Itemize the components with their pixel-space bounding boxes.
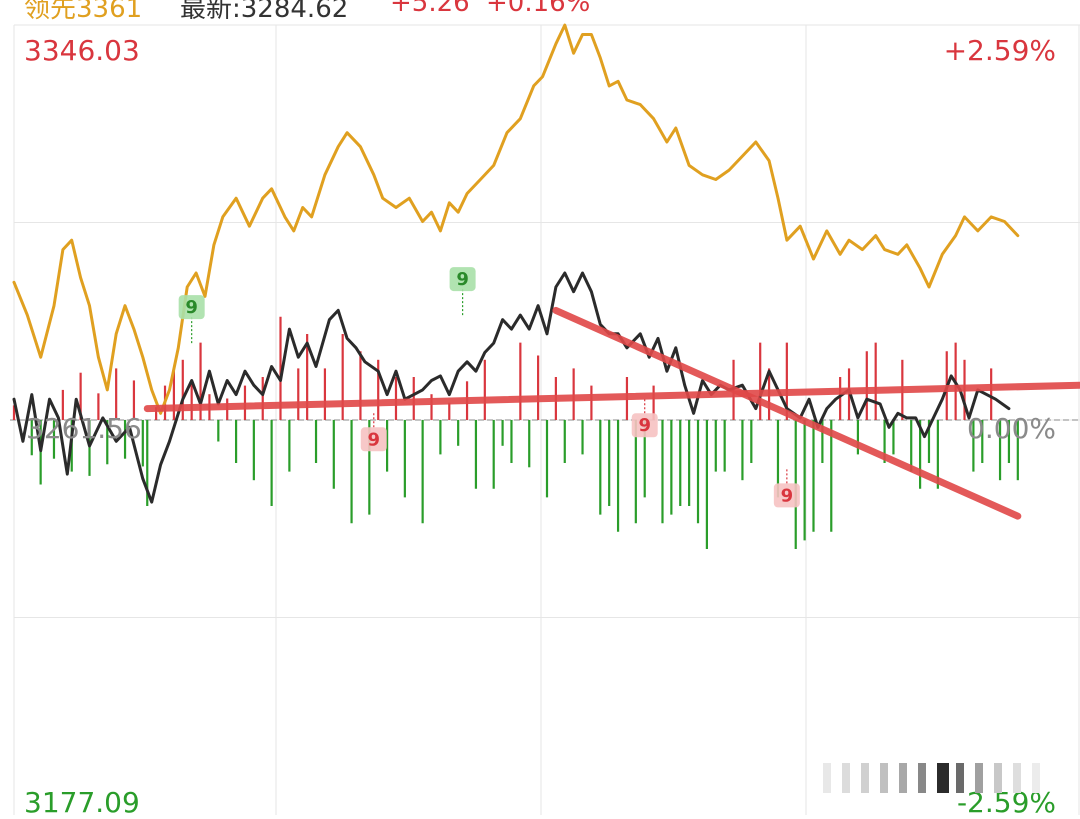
- watermark-bar: [899, 763, 907, 793]
- watermark-bar: [994, 763, 1002, 793]
- trendline-1: [552, 306, 1022, 520]
- watermark-bar: [937, 763, 949, 793]
- price-change-pct: +0.16%: [486, 0, 591, 18]
- top-price-label: 3346.03: [24, 34, 140, 67]
- watermark-bar: [861, 763, 869, 793]
- signal-badge-3: [631, 413, 658, 438]
- latest-price-label: 最新:3284.62: [180, 0, 349, 24]
- signal-badge-0: [178, 295, 205, 320]
- trendline-0: [143, 381, 1080, 413]
- signal-badge-1: [449, 267, 476, 292]
- watermark-bar: [842, 763, 850, 793]
- signal-label-3: 9: [638, 415, 651, 436]
- watermark-bar: [823, 763, 831, 793]
- signal-badge-2: [360, 427, 387, 452]
- base-price-label: 3261.56: [26, 412, 142, 445]
- signal-label-0: 9: [185, 297, 198, 318]
- price-change: +5.26: [390, 0, 470, 18]
- watermark-icon: [823, 763, 1058, 793]
- signal-label-1: 9: [456, 269, 469, 290]
- signal-label-2: 9: [368, 429, 381, 450]
- signal-label-4: 9: [781, 485, 794, 506]
- watermark-bar: [918, 763, 926, 793]
- top-pct-label: +2.59%: [943, 34, 1056, 67]
- watermark-bar: [975, 763, 983, 793]
- watermark-bar: [1013, 763, 1021, 793]
- watermark-bar: [880, 763, 888, 793]
- bottom-price-label: 3177.09: [24, 786, 140, 819]
- signal-badge-4: [773, 483, 800, 508]
- index-name: 领先3361: [24, 0, 143, 24]
- watermark-bar: [1032, 763, 1040, 793]
- watermark-bar: [956, 763, 964, 793]
- base-pct-label: 0.00%: [967, 412, 1056, 445]
